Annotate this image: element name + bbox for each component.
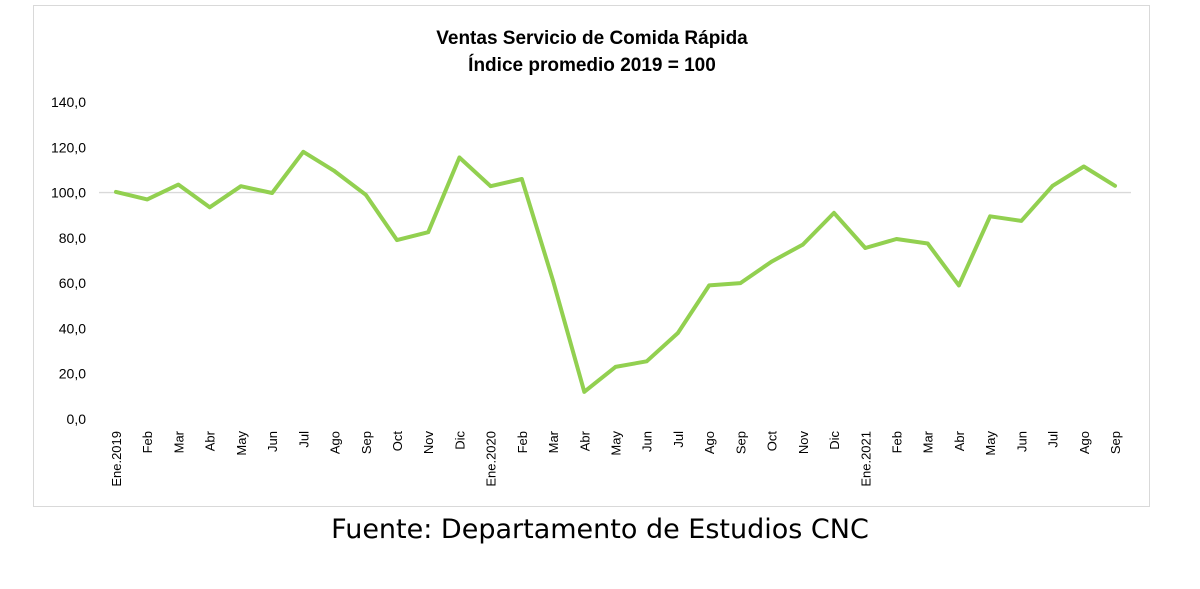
x-tick-label: Oct: [765, 431, 780, 452]
data-point: [582, 390, 587, 394]
y-tick-label: 140,0: [51, 94, 86, 110]
x-tick-label: Dic: [827, 431, 842, 450]
x-tick-label: Nov: [421, 431, 436, 455]
x-tick-label: Ago: [1077, 431, 1092, 454]
x-tick-label: May: [983, 431, 998, 456]
x-tick-label: Feb: [889, 431, 904, 453]
data-point: [894, 237, 899, 241]
series-line: [114, 149, 1117, 394]
data-point: [957, 283, 961, 288]
data-point: [395, 238, 399, 242]
x-tick-label: Jun: [1014, 431, 1029, 452]
data-point: [176, 182, 181, 187]
chart-frame: Ventas Servicio de Comida Rápida Índice …: [33, 5, 1150, 507]
y-tick-label: 100,0: [51, 185, 86, 201]
data-point: [1113, 183, 1117, 188]
data-point: [613, 365, 618, 369]
chart-subtitle: Índice promedio 2019 = 100: [468, 54, 716, 76]
data-point: [239, 184, 243, 189]
data-point: [145, 197, 150, 202]
x-tick-label: Ago: [702, 431, 717, 454]
x-tick-label: Mar: [171, 430, 186, 453]
x-tick-label: Sep: [733, 431, 748, 454]
x-tick-label: Nov: [796, 431, 811, 455]
x-tick-label: Abr: [577, 430, 592, 451]
y-tick-label: 60,0: [59, 275, 86, 291]
x-tick-label: Oct: [390, 431, 405, 452]
data-point: [332, 169, 337, 173]
y-tick-label: 40,0: [59, 320, 86, 336]
x-tick-label: Ene.2021: [858, 431, 873, 487]
x-tick-label: May: [609, 431, 624, 456]
data-point: [769, 259, 774, 264]
data-point: [644, 359, 649, 364]
data-point: [520, 177, 524, 181]
data-point: [1050, 183, 1055, 188]
data-point: [1019, 219, 1024, 223]
data-point: [426, 230, 430, 234]
chart-title: Ventas Servicio de Comida Rápida: [436, 28, 748, 49]
y-tick-label: 20,0: [59, 366, 86, 382]
data-point: [207, 205, 212, 210]
data-point: [863, 246, 868, 250]
data-point: [1081, 164, 1086, 169]
data-point: [988, 214, 992, 219]
x-tick-label: Ene.2020: [484, 431, 499, 487]
x-tick-label: Abr: [952, 430, 967, 451]
x-tick-label: Feb: [515, 431, 530, 453]
x-tick-label: Jul: [296, 431, 311, 448]
x-tick-label: Abr: [203, 430, 218, 451]
x-tick-label: Ene.2019: [109, 431, 124, 487]
data-point: [832, 211, 836, 215]
x-tick-label: Ago: [328, 431, 343, 454]
x-tick-label: Sep: [359, 431, 374, 454]
data-point: [738, 281, 743, 285]
x-tick-label: Jun: [640, 431, 655, 452]
x-tick-label: Feb: [140, 431, 155, 453]
data-point: [801, 242, 805, 247]
x-tick-label: Jul: [671, 431, 686, 448]
source-note: Fuente: Departamento de Estudios CNC: [331, 514, 869, 545]
data-point: [270, 191, 274, 195]
data-point: [488, 184, 493, 189]
x-tick-label: Dic: [452, 431, 467, 450]
x-tick-label: Jul: [1046, 431, 1061, 448]
data-point: [301, 150, 306, 154]
y-tick-label: 120,0: [51, 139, 86, 155]
x-tick-label: Sep: [1108, 431, 1123, 454]
x-tick-label: Mar: [546, 430, 561, 453]
data-point: [457, 155, 462, 160]
data-point: [707, 283, 711, 288]
x-tick-label: Mar: [921, 430, 936, 453]
line-chart: Ventas Servicio de Comida Rápida Índice …: [51, 28, 1131, 487]
data-point: [676, 331, 680, 335]
y-tick-label: 0,0: [67, 411, 87, 427]
data-point: [363, 193, 368, 197]
data-point: [114, 190, 118, 194]
x-tick-label: Jun: [265, 431, 280, 452]
x-tick-label: May: [234, 431, 249, 456]
data-point: [551, 279, 555, 283]
y-tick-label: 80,0: [59, 230, 86, 246]
data-point: [925, 241, 930, 246]
